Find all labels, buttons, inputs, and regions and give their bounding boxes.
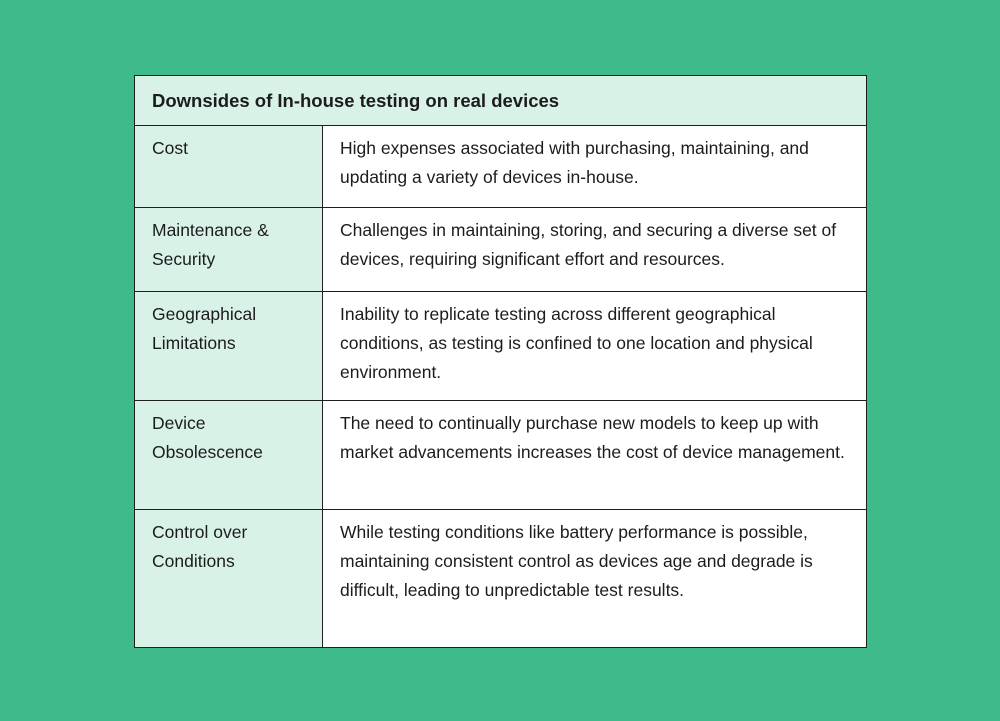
row-description: The need to continually purchase new mod…	[322, 400, 867, 510]
row-description: Challenges in maintaining, storing, and …	[322, 207, 867, 292]
row-description: Inability to replicate testing across di…	[322, 291, 867, 401]
table-header-row: Downsides of In-house testing on real de…	[134, 75, 867, 126]
table-row: Device Obsolescence The need to continua…	[134, 400, 867, 510]
table-title: Downsides of In-house testing on real de…	[134, 75, 867, 126]
row-label: Device Obsolescence	[134, 400, 323, 510]
table-row: Control over Conditions While testing co…	[134, 509, 867, 648]
row-label: Cost	[134, 125, 323, 208]
row-label: Geographical Limitations	[134, 291, 323, 401]
row-description: While testing conditions like battery pe…	[322, 509, 867, 648]
downsides-table: Downsides of In-house testing on real de…	[134, 75, 867, 648]
row-label: Maintenance & Security	[134, 207, 323, 292]
row-label: Control over Conditions	[134, 509, 323, 648]
table-row: Cost High expenses associated with purch…	[134, 125, 867, 208]
table-row: Geographical Limitations Inability to re…	[134, 291, 867, 401]
row-description: High expenses associated with purchasing…	[322, 125, 867, 208]
table-row: Maintenance & Security Challenges in mai…	[134, 207, 867, 292]
